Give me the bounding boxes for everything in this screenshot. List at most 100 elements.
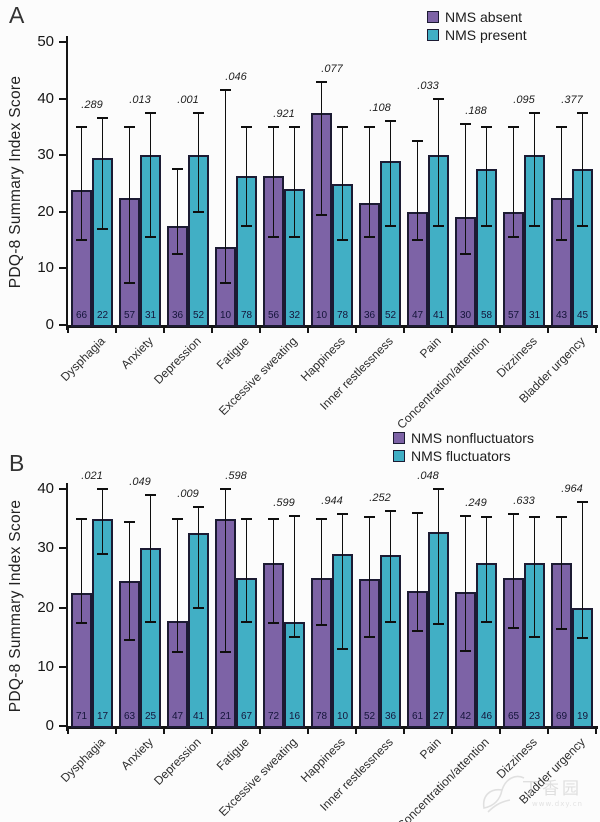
error-bar-line: [245, 126, 248, 226]
error-bar-cap-top: [508, 125, 519, 128]
error-bar-line: [197, 112, 200, 212]
error-bar-cap-bottom: [412, 239, 423, 242]
y-axis-title-panel-a: PDQ-8 Summary Index Score: [7, 75, 24, 289]
legend-panel-b: NMS nonfluctuators NMS fluctuators: [393, 429, 534, 465]
error-bar-cap-bottom: [508, 236, 519, 239]
x-tick: [115, 327, 117, 333]
p-value-label: .046: [225, 71, 247, 84]
x-tick: [211, 728, 213, 734]
n-label: 19: [576, 711, 589, 722]
y-tick: [58, 547, 66, 550]
y-tick: [58, 665, 66, 668]
error-bar-cap-top: [76, 125, 87, 128]
p-value-label: .049: [129, 475, 151, 488]
error-bar-cap-top: [412, 140, 423, 143]
error-bar-cap-top: [124, 125, 135, 128]
error-bar-cap-top: [316, 517, 327, 520]
error-bar-cap-bottom: [529, 636, 540, 639]
p-value-label: .001: [177, 93, 199, 106]
legend-swatch-teal: [427, 29, 439, 41]
error-bar-cap-bottom: [193, 606, 204, 609]
error-bar-line: [485, 516, 488, 623]
error-bar-cap-bottom: [145, 236, 156, 239]
error-bar-cap-top: [577, 111, 588, 114]
x-tick: [163, 728, 165, 734]
error-bar-line: [512, 126, 515, 238]
error-bar-cap-bottom: [556, 239, 567, 242]
error-bar-cap-bottom: [577, 224, 588, 227]
error-bar-line: [581, 502, 584, 638]
p-value-label: .009: [177, 487, 199, 500]
error-bar-cap-bottom: [337, 647, 348, 650]
watermark-subtext: www.dxy.cn: [532, 800, 583, 808]
legend-swatch-purple: [427, 11, 439, 23]
x-tick: [451, 728, 453, 734]
n-label: 57: [507, 310, 520, 321]
error-bar-cap-top: [316, 80, 327, 83]
error-bar-line: [128, 126, 131, 283]
error-bar-line: [464, 124, 467, 255]
y-tick-label: 10: [37, 657, 54, 675]
y-tick: [58, 210, 66, 213]
legend-item-nms-fluctuators: NMS fluctuators: [393, 447, 534, 465]
n-label: 31: [144, 310, 157, 321]
x-tick: [595, 728, 597, 734]
legend-label: NMS nonfluctuators: [411, 430, 534, 446]
y-tick-label: 40: [37, 480, 54, 497]
n-label: 22: [96, 310, 109, 321]
error-bar-cap-bottom: [172, 253, 183, 256]
watermark-leaf-icon: 丁香园 www.dxy.cn: [482, 775, 583, 813]
error-bar-cap-bottom: [385, 621, 396, 624]
error-bar-cap-top: [529, 515, 540, 518]
error-bar-cap-top: [172, 168, 183, 171]
error-bar-line: [389, 121, 392, 226]
error-bar-cap-bottom: [241, 621, 252, 624]
y-tick: [58, 725, 66, 727]
n-label: 46: [480, 711, 493, 722]
n-label: 43: [555, 310, 568, 321]
p-value-label: .944: [321, 494, 343, 507]
x-tick: [307, 327, 309, 333]
error-bar-cap-top: [268, 125, 279, 128]
n-label: 47: [411, 310, 424, 321]
error-bar-cap-top: [433, 488, 444, 490]
p-value-label: .048: [417, 470, 439, 482]
error-bar-cap-top: [124, 520, 135, 523]
error-bar-cap-top: [145, 493, 156, 496]
error-bar-line: [80, 518, 83, 624]
error-bar-cap-top: [481, 125, 492, 128]
error-bar-cap-top: [289, 125, 300, 128]
error-bar-cap-bottom: [316, 624, 327, 627]
error-bar-line: [437, 489, 440, 625]
n-label: 42: [459, 711, 472, 722]
x-tick: [547, 728, 549, 734]
error-bar-line: [176, 169, 179, 255]
y-tick-label: 20: [37, 202, 54, 220]
n-label: 52: [363, 711, 376, 722]
n-label: 67: [240, 711, 253, 722]
n-label: 41: [432, 310, 445, 321]
error-bar-line: [368, 516, 371, 638]
watermark-text: 丁香园: [522, 779, 582, 799]
n-label: 57: [123, 310, 136, 321]
error-bar-line: [320, 81, 323, 215]
error-bar-cap-top: [529, 111, 540, 114]
x-tick: [403, 327, 405, 333]
y-axis-line: [65, 483, 68, 731]
n-label: 52: [384, 310, 397, 321]
error-bar-cap-top: [220, 89, 231, 92]
y-tick-label: 0: [45, 717, 54, 734]
n-label: 36: [384, 711, 397, 722]
n-label: 41: [192, 711, 205, 722]
y-tick: [58, 324, 66, 326]
error-bar-cap-top: [172, 517, 183, 520]
n-label: 36: [171, 310, 184, 321]
error-bar-cap-bottom: [289, 636, 300, 639]
error-bar-cap-top: [241, 125, 252, 128]
n-label: 56: [267, 310, 280, 321]
error-bar-cap-top: [385, 509, 396, 512]
error-bar-line: [80, 126, 83, 241]
n-label: 31: [528, 310, 541, 321]
error-bar-line: [368, 126, 371, 238]
